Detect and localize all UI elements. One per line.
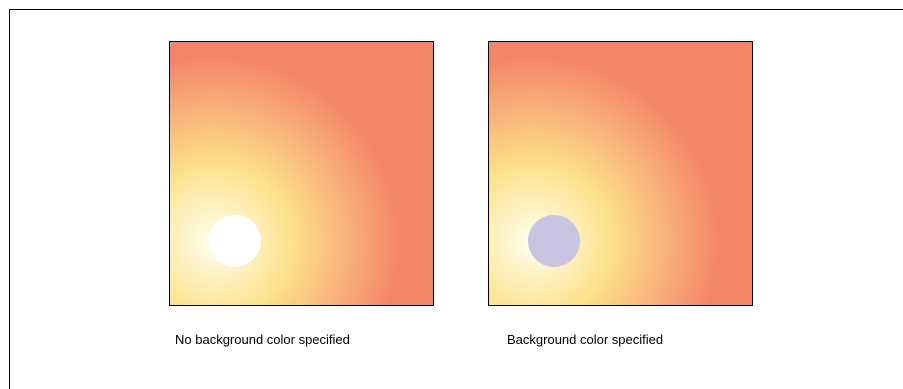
caption-no-background: No background color specified bbox=[175, 332, 350, 347]
panel-no-background bbox=[169, 41, 434, 306]
circle-with-background bbox=[528, 215, 580, 267]
gradient-square bbox=[488, 41, 753, 306]
gradient-square bbox=[169, 41, 434, 306]
radial-gradient-square-left bbox=[169, 41, 434, 306]
caption-with-background: Background color specified bbox=[507, 332, 664, 347]
circle-no-background bbox=[209, 215, 261, 267]
panel-with-background bbox=[488, 41, 753, 306]
radial-gradient-square-right bbox=[488, 41, 753, 306]
figure-frame bbox=[9, 9, 903, 389]
